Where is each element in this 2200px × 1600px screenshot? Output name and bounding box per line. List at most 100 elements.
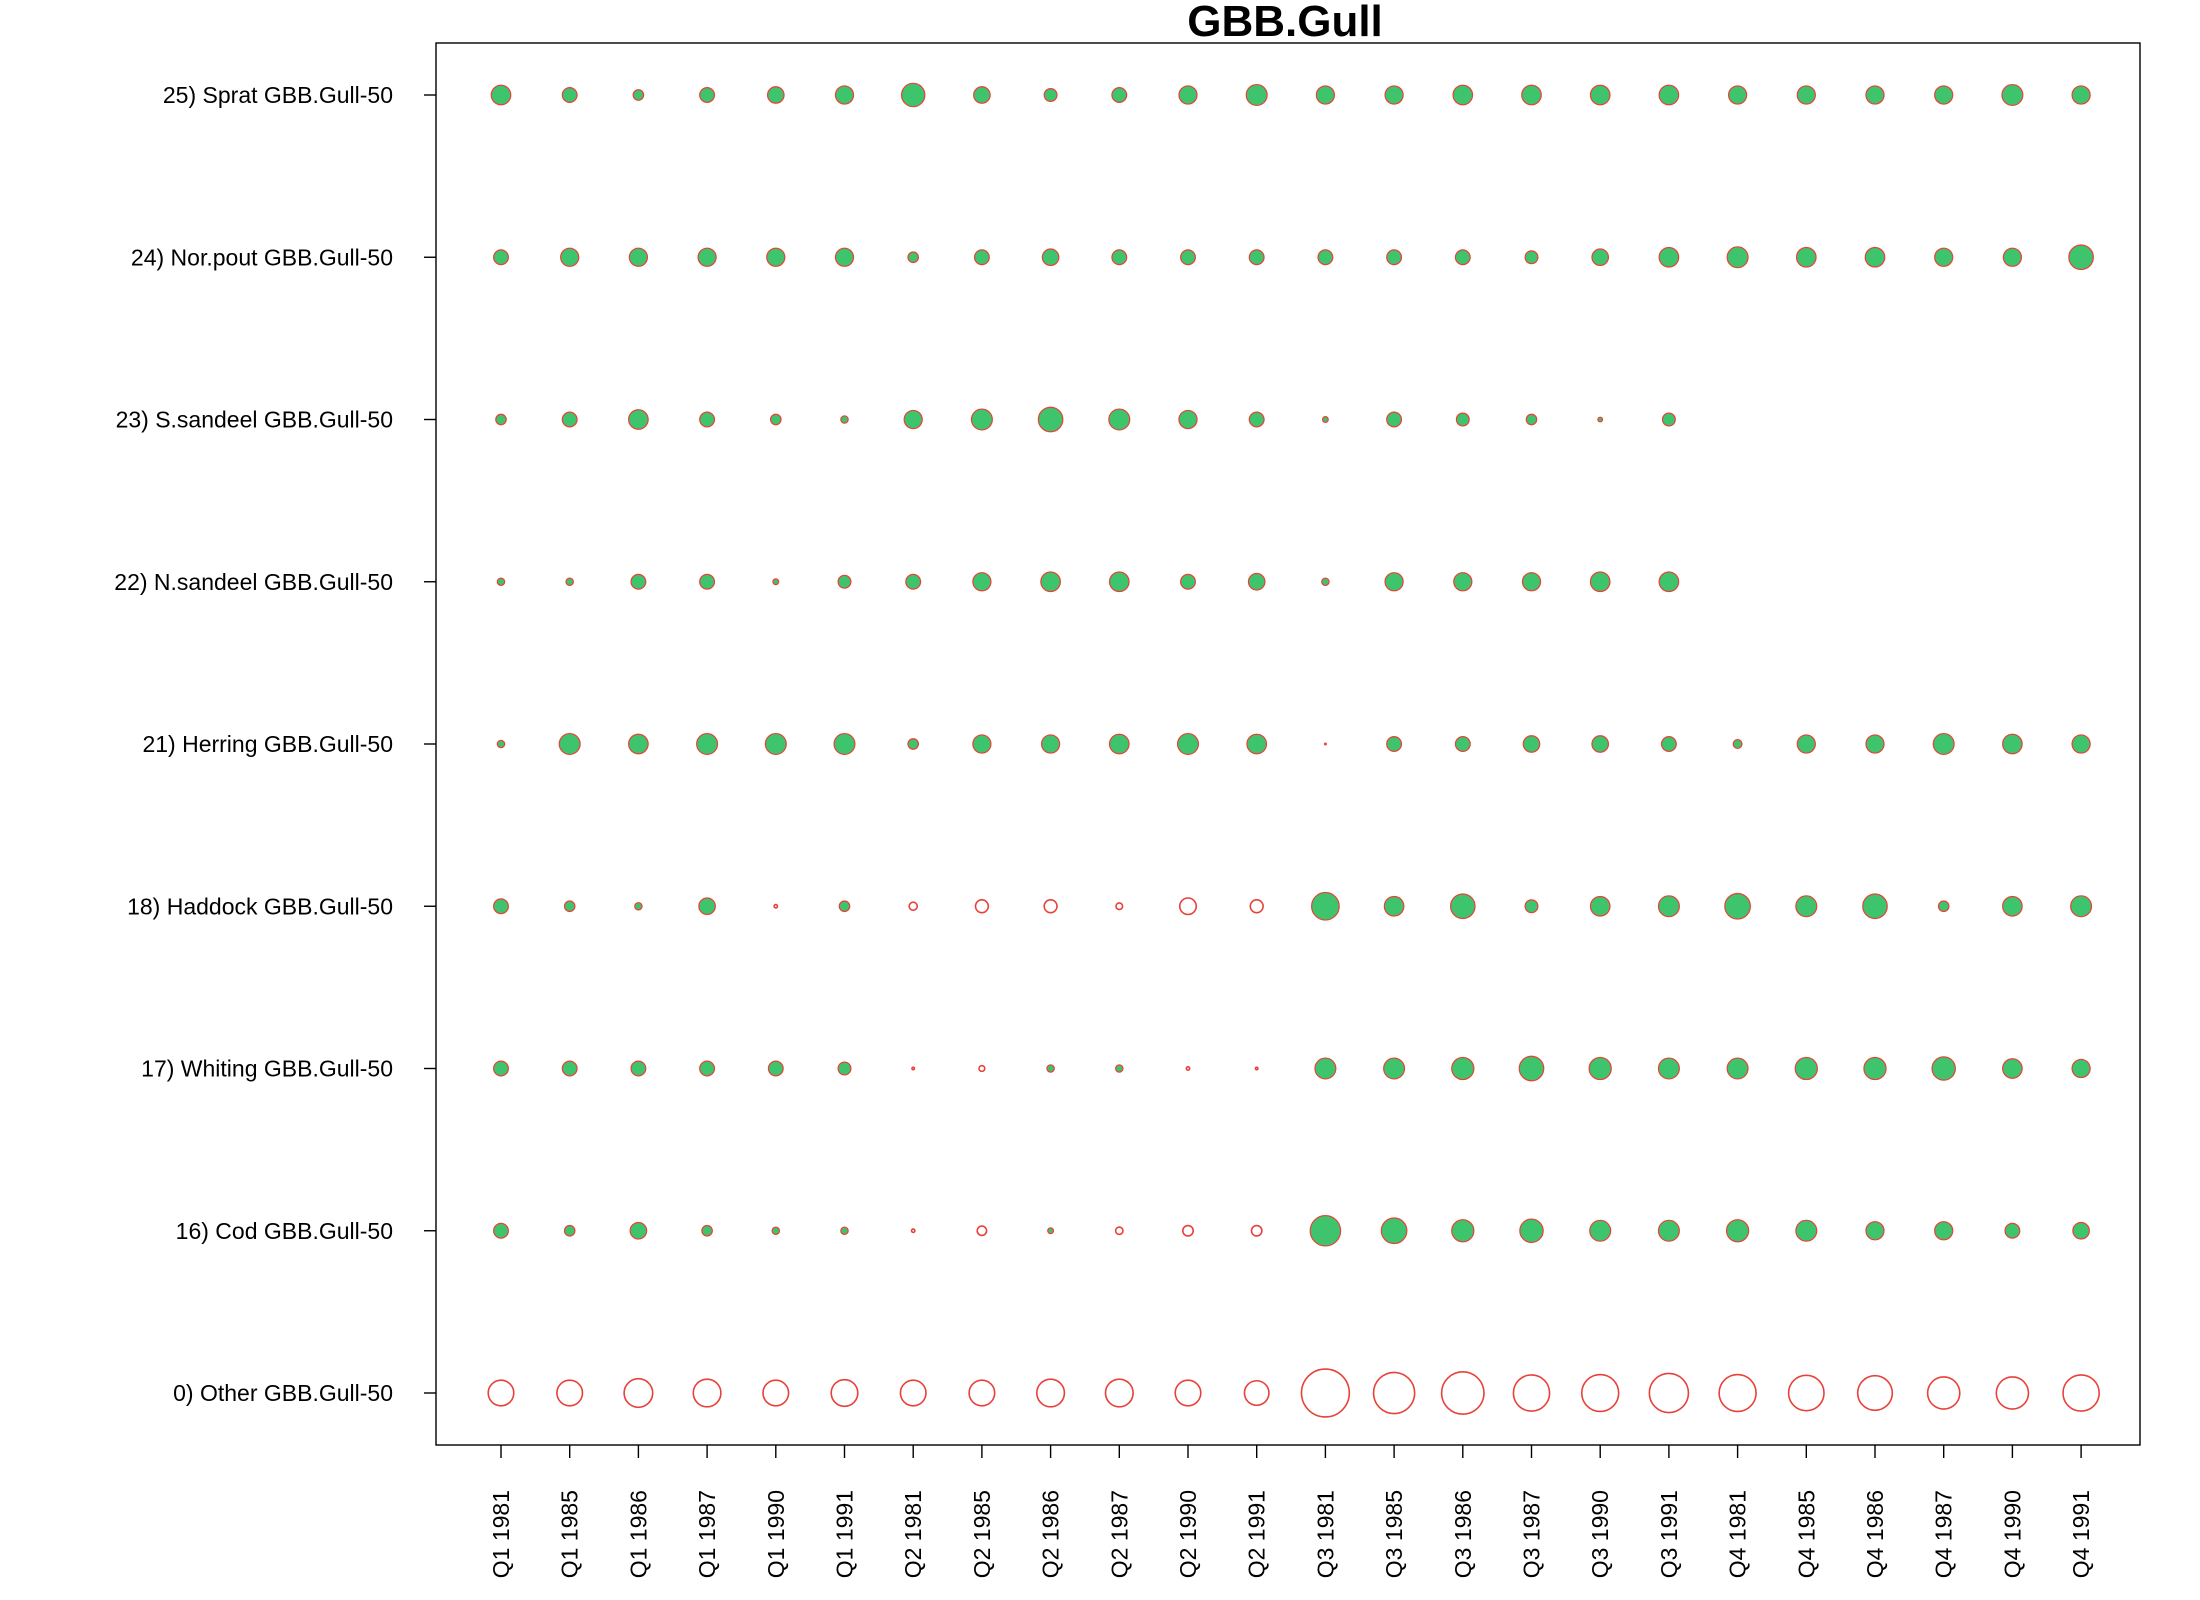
bubble-positive: [1934, 247, 1954, 267]
x-tick-label: Q3 1991: [1656, 1490, 1682, 1578]
bubble-negative: [1115, 902, 1124, 911]
bubble-positive: [495, 413, 507, 426]
bubble-negative: [1300, 1368, 1351, 1418]
bubble-negative: [1718, 1373, 1757, 1413]
x-tick-label: Q1 1987: [694, 1490, 720, 1578]
bubble-positive: [1796, 85, 1816, 105]
bubble-positive: [565, 577, 574, 587]
bubble-positive: [1934, 85, 1954, 105]
bubble-positive: [840, 415, 849, 424]
bubble-positive: [771, 1226, 781, 1236]
bubble-positive: [973, 86, 991, 104]
bubble-positive: [1040, 571, 1061, 593]
bubble-positive: [628, 409, 649, 430]
bubble-positive: [1386, 411, 1403, 428]
bubble-negative: [1372, 1371, 1416, 1415]
bubble-positive: [1931, 1056, 1956, 1081]
bubble-positive: [2071, 85, 2091, 105]
bubble-positive: [561, 411, 578, 428]
bubble-positive: [1453, 572, 1473, 592]
bubble-positive: [1524, 250, 1539, 265]
bubble-negative: [623, 1377, 654, 1409]
x-tick-label: Q2 1986: [1038, 1490, 1064, 1578]
bubble-positive: [1384, 572, 1404, 592]
bubble-positive: [1310, 891, 1340, 921]
bubble-positive: [493, 1222, 509, 1239]
bubble-positive: [628, 247, 649, 267]
x-tick-label: Q3 1981: [1312, 1490, 1338, 1578]
x-tick-label: Q1 1981: [488, 1490, 514, 1578]
bubble-positive: [1727, 85, 1748, 105]
y-tick-label: 25) Sprat GBB.Gull-50: [163, 82, 393, 108]
bubble-positive: [701, 1224, 713, 1237]
bubble-positive: [1046, 1064, 1055, 1073]
bubble-negative: [1250, 1224, 1263, 1237]
bubble-positive: [1180, 249, 1196, 266]
bubble-negative: [1035, 1378, 1066, 1408]
bubble-positive: [2071, 1058, 2091, 1079]
bubble-positive: [1525, 413, 1538, 426]
bubble-negative: [1181, 1224, 1195, 1237]
bubble-positive: [1658, 84, 1680, 106]
bubble-negative: [2062, 1374, 2100, 1412]
bubble-negative: [976, 1225, 988, 1237]
bubble-negative: [974, 899, 990, 914]
bubble-positive: [1449, 893, 1476, 920]
bubble-negative: [692, 1378, 722, 1408]
bubble-positive: [1321, 416, 1329, 423]
bubble-positive: [1521, 572, 1542, 592]
bubble-positive: [1796, 734, 1816, 754]
bubble-positive: [1657, 1219, 1680, 1242]
bubble-positive: [1724, 892, 1751, 920]
bubble-negative: [1512, 1374, 1551, 1412]
bubble-positive: [1115, 1064, 1124, 1073]
bubble-positive: [972, 734, 992, 754]
y-tick-label: 22) N.sandeel GBB.Gull-50: [114, 569, 393, 595]
bubble-positive: [1111, 87, 1128, 103]
bubble-positive: [1384, 85, 1404, 105]
x-tick-label: Q4 1990: [1999, 1490, 2025, 1578]
bubble-negative: [1104, 1378, 1134, 1408]
bubble-positive: [1795, 895, 1818, 918]
bubbles: [487, 82, 2100, 1418]
bubble-positive: [1323, 742, 1327, 746]
y-tick-label: 21) Herring GBB.Gull-50: [142, 731, 393, 757]
bubble-negative: [1114, 1226, 1124, 1236]
bubble-positive: [699, 573, 716, 590]
bubble-positive: [1309, 1214, 1342, 1247]
bubble-positive: [1597, 416, 1604, 423]
bubble-positive: [1932, 732, 1955, 756]
bubble-positive: [1047, 1227, 1055, 1235]
bubble-negative: [908, 901, 919, 912]
bubble-positive: [1451, 1056, 1475, 1081]
x-tick-label: Q4 1991: [2068, 1490, 2094, 1578]
bubble-positive: [630, 1060, 647, 1077]
bubble-positive: [2070, 895, 2093, 918]
bubble-negative: [1254, 1066, 1259, 1071]
bubble-positive: [1865, 85, 1885, 105]
bubble-positive: [1176, 732, 1200, 756]
bubble-positive: [1451, 1219, 1475, 1243]
bubble-positive: [1657, 1057, 1680, 1080]
bubble-positive: [1863, 1056, 1887, 1081]
bubble-negative: [1648, 1372, 1690, 1414]
bubble-negative: [968, 1379, 996, 1407]
bubble-positive: [1519, 1218, 1544, 1244]
bubble-negative: [1787, 1374, 1825, 1412]
bubble-positive: [766, 86, 785, 104]
y-tick-label: 17) Whiting GBB.Gull-50: [141, 1056, 393, 1082]
bubble-positive: [1178, 409, 1198, 430]
bubble-positive: [699, 87, 716, 103]
bubble-positive: [634, 901, 643, 911]
bubble-negative: [1249, 899, 1264, 914]
bubble-positive: [972, 572, 992, 592]
x-axis: Q1 1981 Q1 1985 Q1 1986 Q1 1987 Q1 1990 Q1 19…: [488, 1445, 2094, 1578]
bubble-positive: [1108, 408, 1131, 431]
bubble-positive: [1725, 1219, 1750, 1243]
x-tick-label: Q1 1990: [763, 1490, 789, 1578]
bubble-positive: [1041, 248, 1060, 267]
bubble-positive: [1588, 1056, 1612, 1081]
bubble-positive: [1247, 572, 1266, 591]
bubble-positive: [769, 413, 782, 426]
